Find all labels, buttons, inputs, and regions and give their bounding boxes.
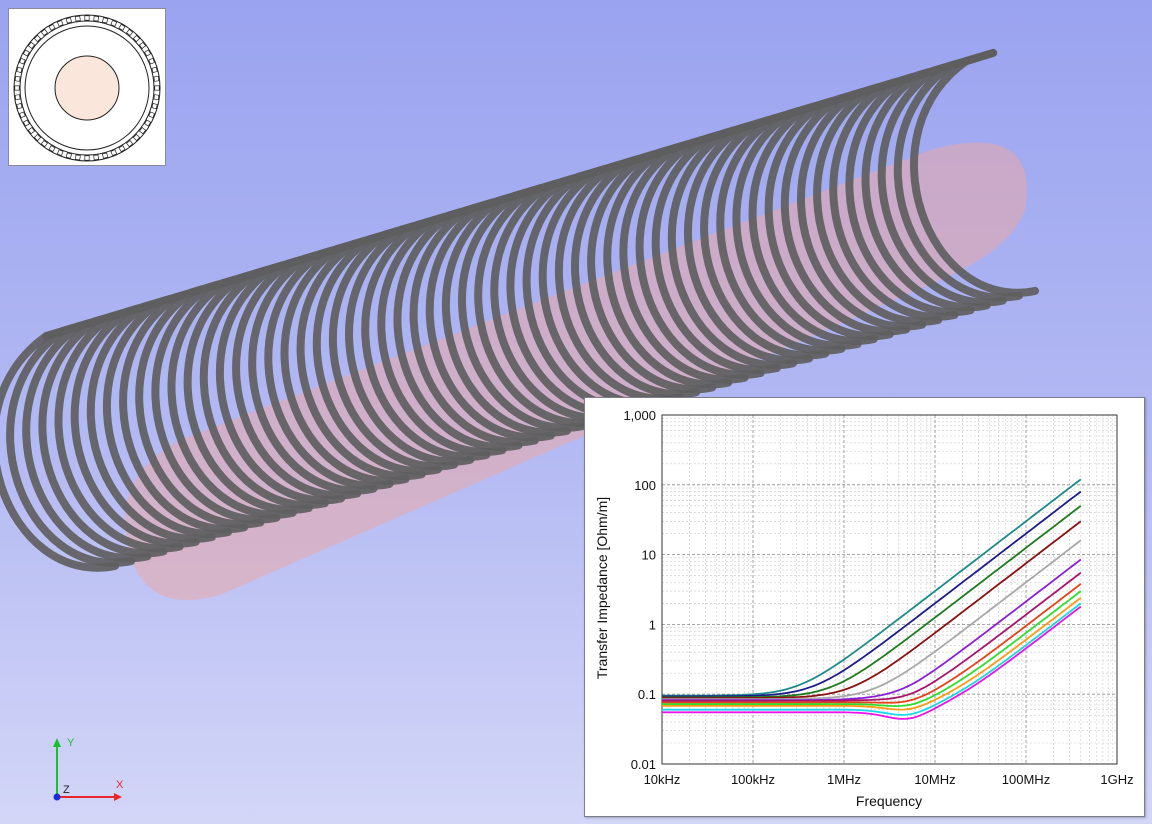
chart-series: [662, 478, 1082, 720]
x-tick-label: 1GHz: [1100, 772, 1133, 787]
coax-cross-section-icon: [13, 14, 161, 162]
transfer-impedance-chart[interactable]: 10kHz 100kHz 1MHz 10MHz 100MHz 1GHz 0.01 0.1 1 1…: [584, 397, 1145, 817]
y-tick-label: 0.1: [638, 687, 656, 702]
x-tick-label: 1MHz: [827, 772, 861, 787]
y-tick-label: 10: [642, 548, 656, 563]
cross-section-thumbnail: [8, 8, 166, 166]
plot-frame: [661, 414, 1118, 765]
y-tick-label: 1: [649, 617, 656, 632]
series-line: [662, 597, 1082, 711]
series-line: [662, 571, 1082, 702]
y-axis-title: Transfer Impedance [Ohm/m]: [594, 497, 610, 679]
series-line: [662, 520, 1082, 700]
series-line: [662, 490, 1082, 698]
series-line: [662, 539, 1082, 701]
series-line: [662, 590, 1082, 708]
inner-conductor-section: [54, 55, 120, 121]
x-axis-label: X: [116, 779, 124, 791]
series-line: [662, 583, 1082, 704]
y-tick-label: 100: [634, 478, 656, 493]
axes-triad: X Y Z: [53, 737, 124, 801]
y-axis-label: Y: [67, 737, 75, 749]
x-tick-label: 100kHz: [731, 772, 775, 787]
x-tick-label: 100MHz: [1002, 772, 1050, 787]
chart-svg: 10kHz 100kHz 1MHz 10MHz 100MHz 1GHz 0.01 0.1 1 1…: [594, 408, 1134, 809]
x-tick-label: 10kHz: [644, 772, 681, 787]
series-line: [662, 602, 1082, 716]
series-line: [662, 605, 1082, 720]
z-axis-label: Z: [63, 784, 70, 796]
braid-wires: [0, 48, 1040, 572]
y-tick-label: 0.01: [631, 757, 656, 772]
y-tick-label: 1,000: [623, 408, 656, 423]
x-tick-label: 10MHz: [914, 772, 955, 787]
x-axis-title: Frequency: [856, 793, 922, 809]
